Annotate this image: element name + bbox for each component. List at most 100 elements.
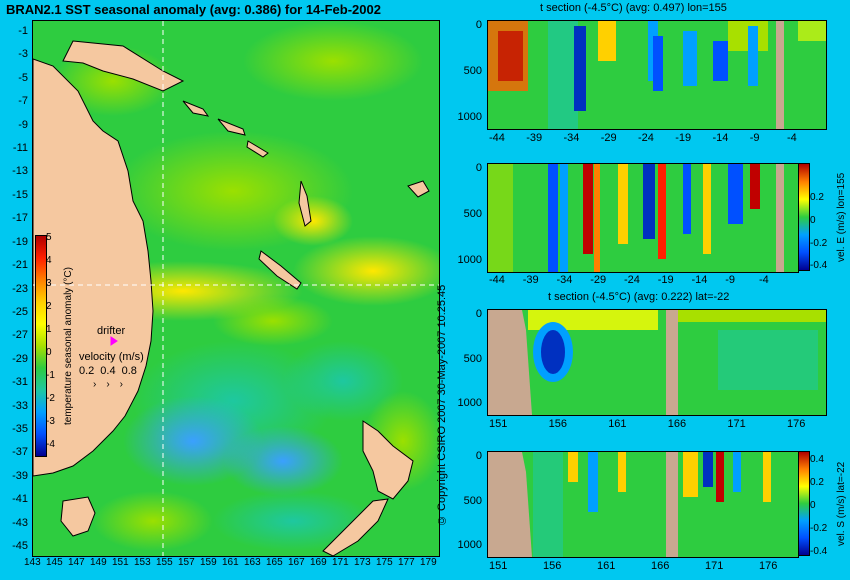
lat-tick-label: -43: [12, 516, 28, 529]
fiji: [407, 180, 430, 198]
temp-tick: 1: [46, 324, 52, 335]
lon-tick-label: 145: [46, 557, 63, 568]
vel-tick: 0.4: [810, 454, 824, 465]
lon-tick-label: 165: [266, 557, 283, 568]
sst-map[interactable]: 5 4 3 2 1 0 -1 -2 -3 -4 temperature seas…: [32, 20, 440, 557]
lon-tick-label: 173: [354, 557, 371, 568]
lat-tick-label: -33: [12, 399, 28, 412]
velocity-arrows: ›››: [93, 379, 133, 390]
lat-tick-label: -27: [12, 329, 28, 342]
panel3-x-axis: 151 156 161 166 171 176: [487, 419, 825, 433]
panel3-y-axis: 0 500 1000: [440, 309, 484, 414]
lon-tick-label: 149: [90, 557, 107, 568]
lon-tick-label: 163: [244, 557, 261, 568]
panel2-colorbar-label: vel. E (m/s) lon=155: [836, 172, 847, 262]
section-x-tick-label: 151: [489, 418, 508, 430]
panel3-land: [488, 310, 532, 415]
section-x-tick-label: 166: [667, 418, 687, 430]
vel-tick: -0.4: [810, 546, 828, 557]
lon-tick-label: 161: [222, 557, 239, 568]
temp-tick: 2: [46, 301, 52, 312]
depth-tick-label: 1000: [457, 254, 482, 266]
panel1-x-axis: -44 -39 -34 -29 -24 -19 -14 -9 -4: [487, 133, 825, 147]
lon-tick-label: 143: [24, 557, 41, 568]
panel4-x-axis: 151 156 161 166 171 176: [487, 561, 797, 575]
new-zealand-south: [322, 498, 389, 556]
panel1-section[interactable]: [487, 20, 827, 130]
panel2-y-axis: 0 500 1000: [440, 163, 484, 271]
tasmania-land: [60, 496, 96, 537]
panel4-section[interactable]: [487, 451, 799, 558]
panel3-title: t section (-4.5°C) (avg: 0.222) lat=-22: [548, 291, 730, 303]
lon-tick-label: 147: [68, 557, 85, 568]
lat-tick-label: -11: [12, 142, 28, 155]
lon-axis: 143 145 147 149 151 153 155 157 159 161 163 165 167 1…: [24, 557, 438, 572]
section-x-tick-label: -9: [749, 132, 760, 144]
lon-tick-label: 155: [156, 557, 173, 568]
section-x-tick-label: -29: [600, 132, 617, 144]
temp-tick: -4: [46, 439, 55, 450]
section-x-tick-label: -14: [691, 274, 708, 286]
velocity-legend-values: 0.2 0.4 0.8: [79, 365, 137, 377]
lon-tick-label: 175: [376, 557, 393, 568]
vel-tick: 0: [810, 500, 816, 511]
depth-tick-label: 1000: [457, 397, 482, 409]
vel-tick: 0: [810, 215, 816, 226]
temp-tick: 3: [46, 278, 52, 289]
drifter-marker[interactable]: [110, 336, 118, 346]
velocity-legend-label: velocity (m/s): [79, 351, 144, 363]
velocity-value: 0.4: [100, 365, 116, 377]
panel3-section[interactable]: [487, 309, 827, 416]
lat-tick-label: -1: [18, 25, 28, 37]
temp-tick: 0: [46, 347, 52, 358]
panel4-colorbar: [798, 451, 810, 556]
panel2-graphic: [488, 164, 798, 272]
panel2-x-axis: -44 -39 -34 -29 -24 -19 -14 -9 -4: [487, 275, 797, 289]
lon-tick-label: 177: [398, 557, 415, 568]
lat-tick-label: -5: [18, 71, 28, 84]
temp-tick: 5: [46, 232, 52, 243]
section-x-tick-label: -29: [590, 274, 607, 286]
temperature-colorbar-label: temperature seasonal anomaly (°C): [63, 267, 74, 425]
lat-tick-label: -7: [18, 95, 28, 108]
panel2-section[interactable]: [487, 163, 799, 273]
depth-tick-label: 1000: [457, 111, 482, 123]
vel-tick: 0.2: [810, 477, 824, 488]
map-title: BRAN2.1 SST seasonal anomaly (avg: 0.386…: [6, 2, 381, 17]
lon-tick-label: 179: [420, 557, 437, 568]
section-x-tick-label: 176: [787, 418, 806, 430]
lat-tick-label: -3: [18, 48, 28, 61]
lon-tick-label: 171: [332, 557, 349, 568]
new-caledonia: [258, 250, 302, 290]
section-x-tick-label: 161: [597, 560, 616, 572]
vel-tick: -0.4: [810, 260, 828, 271]
lat-tick-label: -13: [12, 165, 28, 178]
panel4-land: [488, 452, 532, 557]
panel4-colorbar-label: vel. S (m/s) lat=-22: [836, 461, 847, 546]
panel4-y-axis: 0 500 1000: [440, 451, 484, 556]
lat-tick-label: -37: [12, 446, 28, 459]
lat-tick-label: -29: [12, 352, 28, 365]
lat-tick-label: -25: [12, 305, 28, 318]
lon-tick-label: 153: [134, 557, 151, 568]
section-x-tick-label: 161: [608, 418, 627, 430]
lat-tick-label: -17: [12, 212, 28, 225]
section-x-tick-label: 171: [705, 560, 724, 572]
solomon-islands: [182, 100, 269, 158]
temp-tick: -2: [46, 393, 55, 404]
lon-tick-label: 157: [178, 557, 195, 568]
lat-tick-label: -19: [12, 235, 28, 248]
section-x-tick-label: 156: [548, 418, 567, 430]
vel-tick: -0.2: [810, 523, 828, 534]
lat-tick-label: -31: [12, 376, 28, 389]
section-x-tick-label: -19: [675, 132, 692, 144]
depth-tick-label: 500: [463, 208, 482, 220]
section-x-tick-label: -44: [489, 132, 505, 144]
australia-land: [33, 58, 154, 477]
lon-tick-label: 159: [200, 557, 217, 568]
panel1-graphic: [488, 21, 826, 129]
new-zealand-north: [362, 420, 414, 500]
depth-tick-label: 500: [463, 494, 482, 507]
panel1-title: t section (-4.5°C) (avg: 0.497) lon=155: [540, 2, 727, 14]
section-x-tick-label: -34: [563, 132, 580, 144]
